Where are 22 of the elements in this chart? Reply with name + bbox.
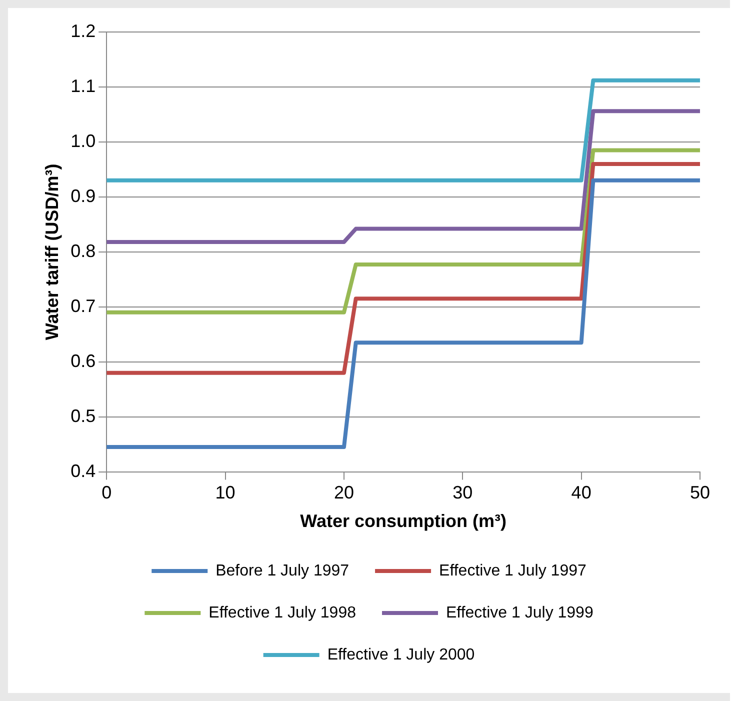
x-tick-label: 40 <box>571 482 592 503</box>
legend-label: Effective 1 July 1999 <box>446 604 594 622</box>
legend-label: Before 1 July 1997 <box>216 562 350 580</box>
y-tick-label: 1.2 <box>70 20 96 41</box>
y-tick-label: 0.5 <box>70 406 96 426</box>
y-tick-label: 0.4 <box>70 460 96 481</box>
x-tick-label: 20 <box>334 482 354 503</box>
legend-label: Effective 1 July 1997 <box>439 562 586 580</box>
y-tick-label: 0.6 <box>70 350 96 371</box>
y-tick-label: 0.8 <box>70 240 96 261</box>
y-tick-label: 1.0 <box>70 130 96 151</box>
x-axis-title: Water consumption (m³) <box>300 511 506 532</box>
y-tick-label: 0.7 <box>70 296 96 316</box>
x-tick-label: 10 <box>215 482 236 503</box>
y-axis-title: Water tariff (USD/m³) <box>42 164 62 340</box>
legend-label: Effective 1 July 1998 <box>208 604 356 622</box>
legend-label: Effective 1 July 2000 <box>327 646 475 664</box>
x-tick-label: 30 <box>452 482 473 503</box>
y-tick-label: 1.1 <box>70 76 96 96</box>
x-tick-label: 50 <box>690 482 710 503</box>
y-tick-label: 0.9 <box>70 186 96 206</box>
x-tick-label: 0 <box>102 482 112 503</box>
